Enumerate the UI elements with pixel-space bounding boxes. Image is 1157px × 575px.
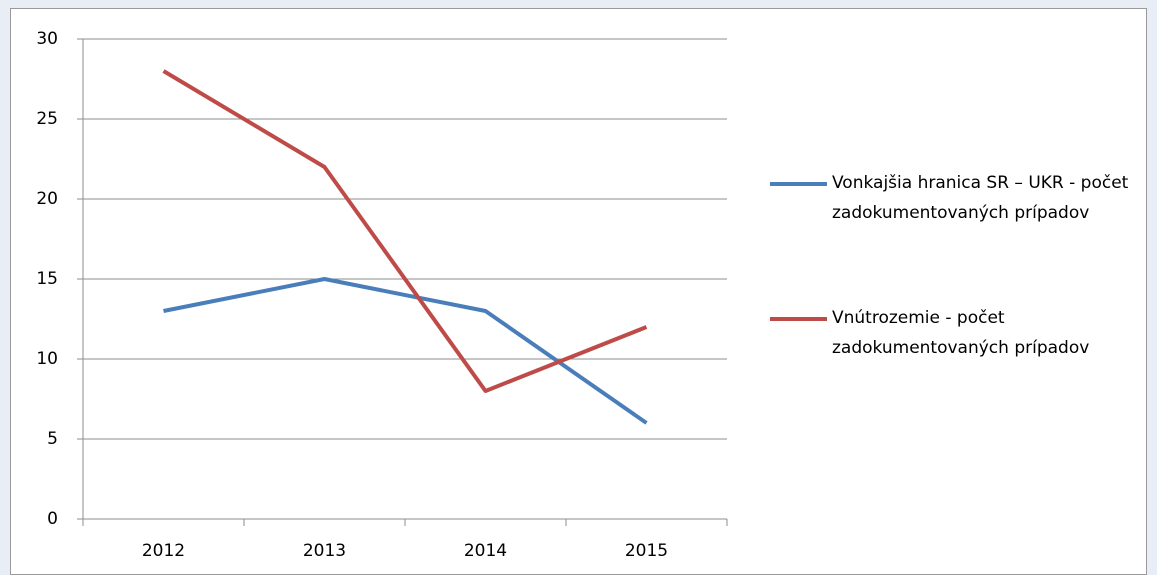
y-tick-label: 25 — [36, 109, 58, 129]
legend-label: Vonkajšia hranica SR – UKR - počet zadok… — [832, 173, 1129, 223]
y-tick-label: 20 — [36, 189, 58, 209]
y-tick-label: 0 — [47, 509, 58, 529]
chart-frame — [10, 8, 1147, 575]
line-series — [162, 69, 648, 393]
y-tick-label: 30 — [36, 29, 58, 49]
line-series — [163, 277, 648, 425]
y-tick-label: 5 — [47, 429, 58, 449]
x-tick-label: 2015 — [625, 541, 668, 561]
y-tick-label: 10 — [36, 349, 58, 369]
x-tick-label: 2014 — [464, 541, 507, 561]
x-tick-label: 2013 — [303, 541, 346, 561]
y-tick-label: 15 — [36, 269, 58, 289]
legend-label: Vnútrozemie - počet zadokumentovaných pr… — [832, 308, 1090, 358]
x-tick-label: 2012 — [142, 541, 185, 561]
